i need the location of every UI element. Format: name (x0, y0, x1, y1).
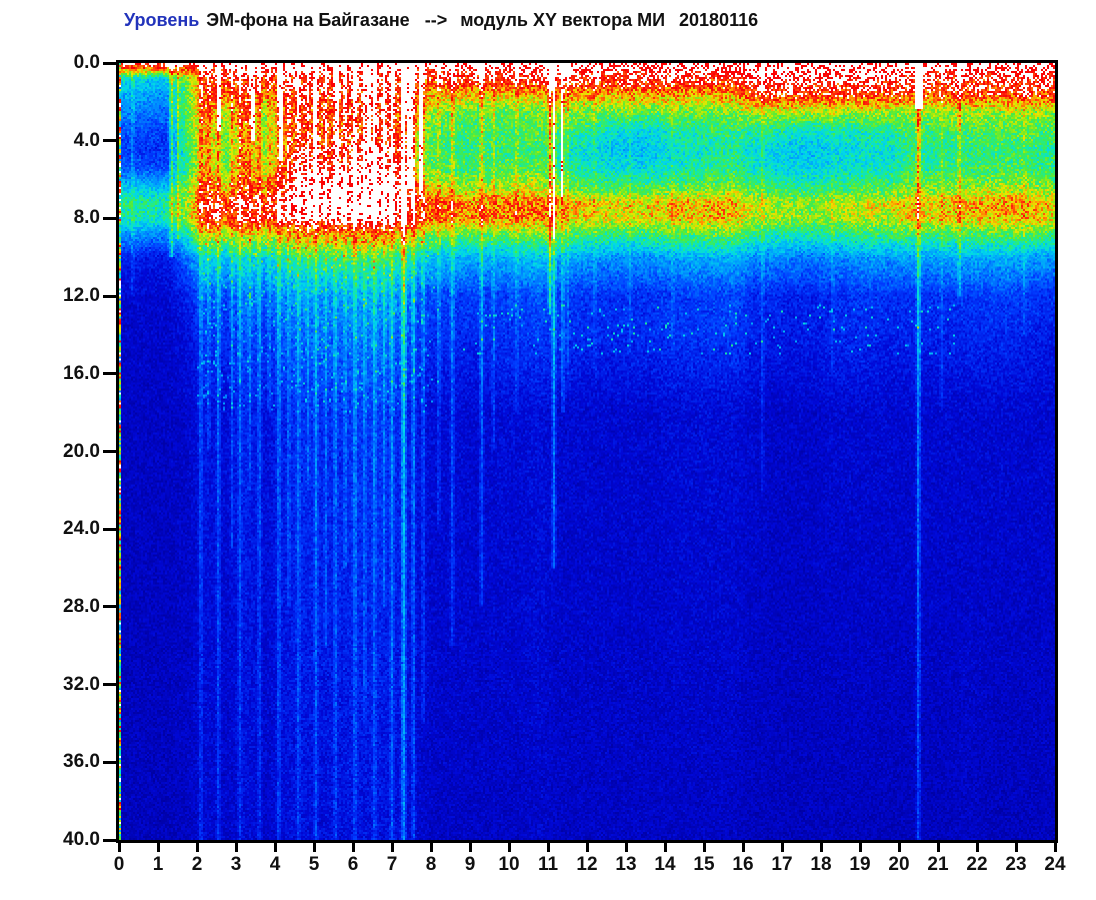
y-tick (103, 605, 117, 609)
x-tick (858, 843, 862, 852)
x-tick-label: 2 (191, 854, 203, 875)
x-tick (312, 843, 316, 852)
spectrogram-heatmap (119, 63, 1055, 840)
x-tick-label: 12 (576, 854, 598, 875)
x-tick (429, 843, 433, 852)
x-tick (1053, 843, 1057, 852)
x-tick-label: 10 (498, 854, 520, 875)
x-tick (156, 843, 160, 852)
y-tick (103, 527, 117, 531)
plot-frame (116, 60, 1058, 843)
y-tick (103, 450, 117, 453)
x-tick (936, 843, 940, 852)
y-tick (103, 216, 117, 220)
y-tick-label: 16.0 (63, 362, 100, 384)
x-tick-label: 1 (152, 854, 164, 875)
x-tick (273, 843, 277, 852)
x-tick (546, 843, 550, 852)
x-tick (117, 843, 121, 852)
x-tick-label: 0 (113, 854, 125, 875)
x-tick-label: 7 (386, 854, 398, 875)
y-tick-label: 0.0 (73, 52, 100, 73)
x-tick (819, 843, 823, 852)
y-tick (103, 760, 117, 764)
x-tick (780, 843, 784, 852)
x-tick-label: 9 (464, 854, 476, 875)
x-tick (585, 843, 589, 852)
y-tick (103, 683, 117, 687)
title-date: 20180116 (679, 10, 759, 30)
y-tick-label: 12.0 (63, 285, 100, 307)
x-tick-label: 20 (888, 854, 910, 875)
y-tick-label: 20.0 (63, 440, 100, 462)
chart-title: Уровень ЭМ-фона на Байгазане --> модуль XY … (124, 10, 758, 31)
x-tick (624, 843, 628, 852)
x-tick-label: 16 (732, 854, 754, 875)
y-tick (103, 61, 117, 65)
title-arrow: --> (424, 10, 448, 30)
x-tick-label: 14 (654, 854, 676, 875)
title-channel: модуль XY вектора МИ (460, 10, 666, 30)
x-tick-label: 13 (615, 854, 637, 875)
y-tick (103, 294, 117, 298)
y-tick-label: 32.0 (63, 673, 100, 695)
x-tick (507, 843, 511, 852)
x-tick-label: 6 (347, 854, 359, 875)
x-tick-label: 23 (1005, 854, 1027, 875)
x-tick (702, 843, 706, 852)
x-tick-label: 17 (771, 854, 793, 875)
y-tick-label: 36.0 (63, 751, 100, 773)
x-tick-label: 5 (308, 854, 320, 875)
x-tick (741, 843, 745, 852)
x-tick-label: 3 (230, 854, 242, 875)
x-tick (390, 843, 394, 852)
x-tick-label: 8 (425, 854, 437, 875)
x-tick-label: 4 (269, 854, 281, 875)
x-tick (663, 843, 667, 852)
y-tick-label: 28.0 (63, 595, 100, 617)
x-tick (195, 843, 199, 852)
title-station: Уровень (124, 10, 200, 30)
y-tick (103, 838, 117, 842)
x-tick (234, 843, 238, 852)
y-tick-label: 40.0 (63, 829, 100, 850)
x-tick (975, 843, 979, 852)
x-tick (1014, 843, 1018, 852)
y-tick (103, 372, 117, 376)
x-tick (468, 843, 472, 852)
x-tick-label: 24 (1044, 854, 1066, 875)
y-tick-label: 4.0 (73, 129, 100, 151)
y-tick-label: 8.0 (73, 207, 100, 229)
x-tick (351, 843, 355, 852)
x-tick-label: 15 (693, 854, 715, 875)
x-tick-label: 11 (537, 854, 559, 875)
x-tick-label: 21 (927, 854, 949, 875)
x-tick-label: 19 (849, 854, 871, 875)
x-tick (897, 843, 901, 852)
y-tick-label: 24.0 (63, 518, 100, 540)
x-tick-label: 22 (966, 854, 988, 875)
y-tick (103, 139, 117, 143)
x-tick-label: 18 (810, 854, 832, 875)
title-subject: ЭМ-фона на Байгазане (206, 10, 410, 30)
